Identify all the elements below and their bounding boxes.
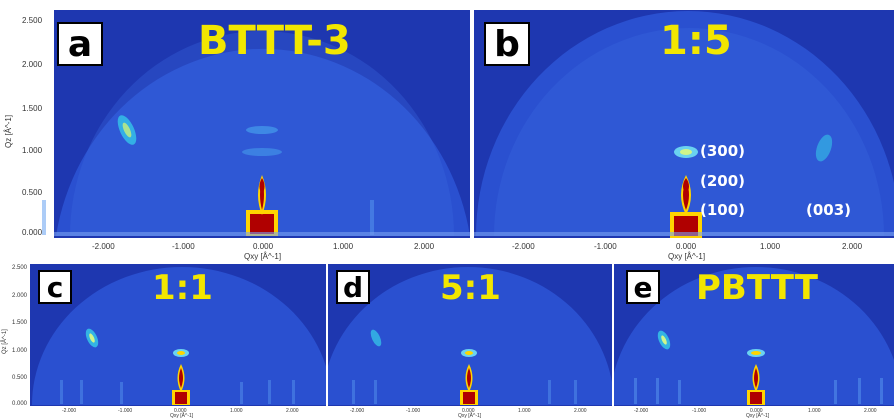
- panel-title-b: 1:5: [660, 18, 732, 64]
- x-axis-label: Qxy [Å^-1]: [244, 252, 282, 261]
- panel-letter-c: c: [38, 270, 72, 304]
- y-tick: 1.000: [22, 146, 43, 155]
- y-tick: 2.000: [12, 293, 28, 299]
- x-tick: -1.000: [172, 242, 195, 251]
- panel-b: b 1:5 (300) (200) (100) (003) -2.000 -1.…: [474, 0, 894, 262]
- x-tick: 0.000: [750, 408, 763, 414]
- x-tick: -2.000: [350, 408, 365, 414]
- x-tick: 1.000: [760, 242, 781, 251]
- panel-title-e: PBTTT: [696, 268, 818, 308]
- panel-letter-a: a: [57, 22, 103, 66]
- giwaxs-pattern-e: [614, 262, 894, 419]
- x-tick: 2.000: [842, 242, 863, 251]
- giwaxs-pattern-d: [328, 262, 612, 419]
- x-tick: -2.000: [92, 242, 115, 251]
- x-tick: 0.000: [462, 408, 475, 414]
- peak-label-100: (100): [700, 201, 746, 219]
- peak-label-300: (300): [700, 142, 746, 160]
- panel-a: a BTTT-3 2.500 2.000 1.500 1.000 0.500 0…: [0, 0, 472, 262]
- peak-label-003: (003): [806, 201, 852, 219]
- peak-label-200: (200): [700, 172, 746, 190]
- x-tick: 0.000: [253, 242, 274, 251]
- panel-letter-d: d: [336, 270, 370, 304]
- y-tick: 0.500: [22, 188, 43, 197]
- panel-d: d 5:1 -2.000 -1.000 0.000 1.000 2.000 Qx…: [328, 262, 612, 419]
- x-tick: 2.000: [286, 408, 299, 414]
- panel-title-a: BTTT-3: [198, 18, 351, 64]
- x-tick: 1.000: [333, 242, 354, 251]
- y-tick: 1.000: [12, 348, 28, 354]
- x-tick: -2.000: [634, 408, 649, 414]
- x-tick: 2.000: [864, 408, 877, 414]
- x-tick: -1.000: [692, 408, 707, 414]
- y-axis-label: Qz [Å^-1]: [2, 329, 8, 354]
- x-axis-label: Qxy [Å^-1]: [668, 252, 706, 261]
- x-tick: 2.000: [574, 408, 587, 414]
- y-tick: 2.500: [22, 16, 43, 25]
- x-tick: -1.000: [406, 408, 421, 414]
- x-tick: -2.000: [62, 408, 77, 414]
- x-tick: 2.000: [414, 242, 435, 251]
- panel-title-c: 1:1: [152, 268, 213, 308]
- y-tick: 1.500: [22, 104, 43, 113]
- y-tick: 2.500: [12, 265, 28, 271]
- giwaxs-pattern-b: [474, 0, 894, 262]
- y-tick: 1.500: [12, 320, 28, 326]
- panel-title-d: 5:1: [440, 268, 501, 308]
- y-tick: 0.500: [12, 375, 28, 381]
- x-axis-label: Qxy [Å^-1]: [170, 413, 194, 419]
- y-tick: 2.000: [22, 60, 43, 69]
- panel-c: c 1:1 2.500 2.000 1.500 1.000 0.500 0.00…: [0, 262, 326, 419]
- x-tick: 0.000: [676, 242, 697, 251]
- x-tick: 1.000: [230, 408, 243, 414]
- y-axis-label: Qz [Å^-1]: [4, 114, 13, 148]
- panel-letter-e: e: [626, 270, 660, 304]
- giwaxs-pattern-c: [0, 262, 326, 419]
- panel-e: e PBTTT -2.000 -1.000 0.000 1.000 2.000 …: [614, 262, 894, 419]
- x-tick: 0.000: [174, 408, 187, 414]
- y-tick: 0.000: [12, 401, 28, 407]
- y-tick: 0.000: [22, 228, 43, 237]
- panel-letter-b: b: [484, 22, 530, 66]
- x-axis-label: Qxy [Å^-1]: [746, 413, 770, 419]
- x-axis-label: Qxy [Å^-1]: [458, 413, 482, 419]
- x-tick: -1.000: [118, 408, 133, 414]
- x-tick: 1.000: [808, 408, 821, 414]
- giwaxs-pattern-a: [0, 0, 472, 262]
- x-tick: -1.000: [594, 242, 617, 251]
- x-tick: -2.000: [512, 242, 535, 251]
- x-tick: 1.000: [518, 408, 531, 414]
